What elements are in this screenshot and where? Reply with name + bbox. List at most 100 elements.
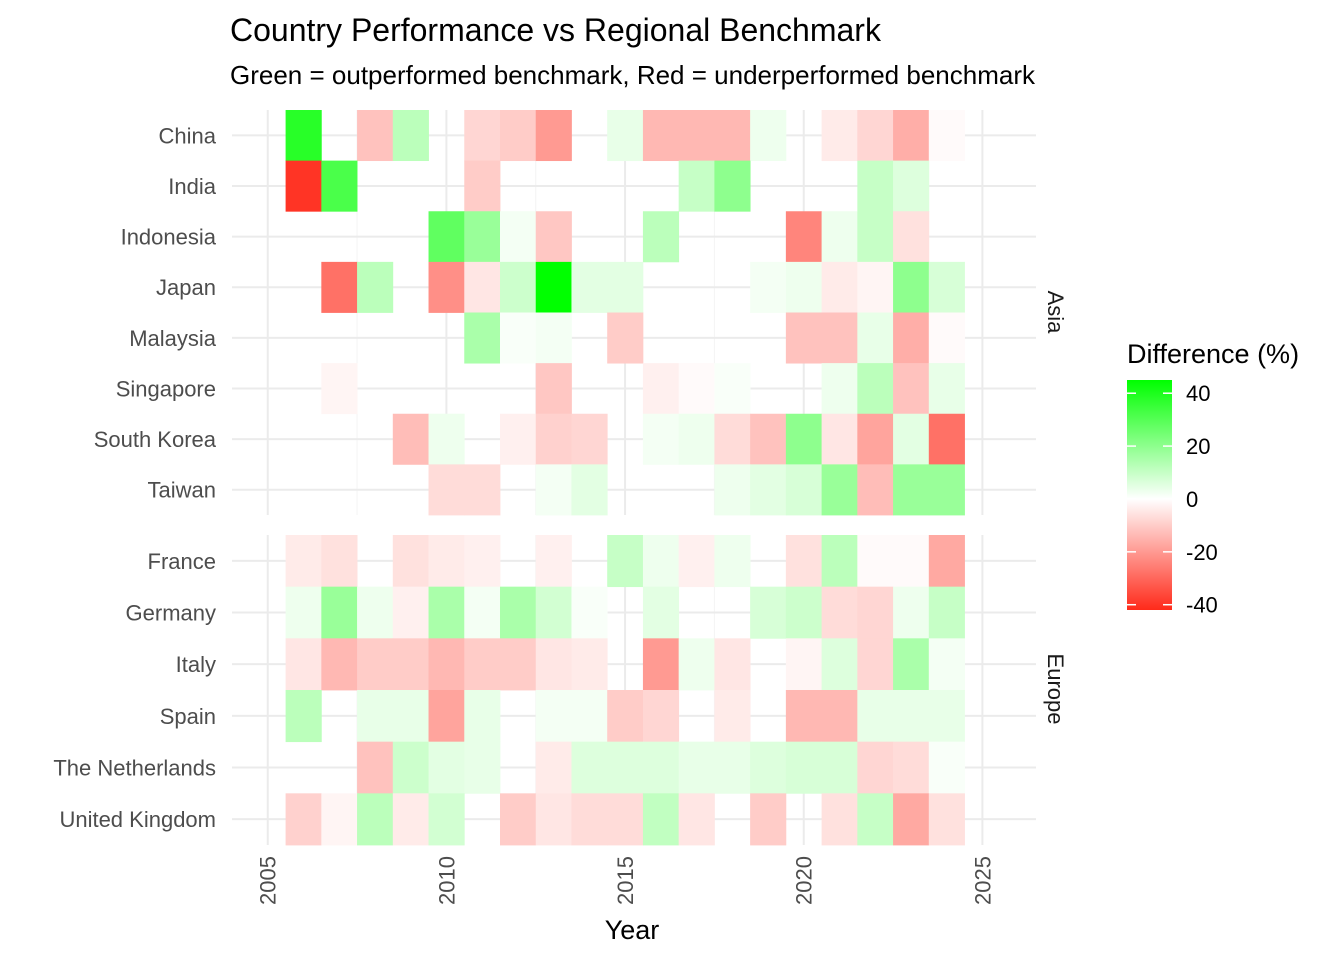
heatmap-cell [857,363,894,415]
heatmap-cell [607,110,644,162]
heatmap-cell [571,586,608,639]
heatmap-cell [750,413,787,465]
heatmap-cell [285,638,322,691]
heatmap-cell [785,741,822,794]
heatmap-cell [857,413,894,465]
heatmap-cell [785,312,822,364]
heatmap-cell [535,741,572,794]
heatmap-cell [357,261,394,313]
heatmap-cell [535,312,572,364]
heatmap-cell [642,793,680,846]
heatmap-cell [893,638,930,691]
heatmap-cell [571,413,608,465]
heatmap-cell [857,638,894,691]
heatmap-cell [285,690,322,743]
heatmap-cell [464,261,501,313]
heatmap-cell [321,363,358,415]
heatmap-cell [464,160,501,212]
heatmap-cell [857,741,894,794]
heatmap-cell [893,312,930,364]
heatmap-cell [285,586,322,639]
heatmap-cell [857,312,894,364]
heatmap-cell [678,110,715,162]
heatmap-cell [392,535,429,588]
heatmap-cell [893,586,930,639]
heatmap-cell [857,160,894,212]
heatmap-cell [785,464,822,516]
color-legend: Difference (%) 40 20 0 -20 -40 [1127,339,1299,618]
heatmap-cell [821,413,858,465]
heatmap-cell [785,413,822,465]
y-tick-label: Germany [126,601,216,626]
heatmap-cell [464,110,501,162]
heatmap-cell [750,261,787,313]
y-tick-label: Japan [156,275,216,300]
heatmap-cell [428,535,465,588]
heatmap-cell [357,586,394,639]
heatmap-cell [821,741,858,794]
heatmap-cell [714,413,751,465]
heatmap-cell [928,690,965,743]
legend-ticks: 40 20 0 -20 -40 [1127,381,1218,618]
heatmap-cell [464,741,501,794]
y-tick-label: Italy [176,652,216,677]
heatmap-cell [642,690,680,743]
x-tick-label: 2015 [613,856,638,905]
heatmap-cell [642,363,680,415]
y-tick-label: Spain [160,704,216,729]
heatmap-cell [928,793,965,846]
heatmap-cell [535,464,572,516]
heatmap-cell [500,110,537,162]
heatmap-cell [821,110,858,162]
heatmap-cell [750,110,787,162]
heatmap-cell [785,261,822,313]
heatmap-cell [821,690,858,743]
heatmap-cell [678,638,715,691]
legend-tick-label: -40 [1186,593,1218,618]
heatmap-cell [321,638,358,691]
heatmap-cell [535,586,572,639]
heatmap-cell [607,690,644,743]
heatmap-cell [642,413,680,465]
heatmap-cell [321,535,358,588]
heatmap-cell [321,160,358,212]
heatmap-cell [750,586,787,639]
heatmap-cells [285,110,965,516]
heatmap-cell [714,638,751,691]
facet-strip-label: Asia [1043,291,1068,335]
heatmap-cell [357,110,394,162]
y-tick-label: United Kingdom [59,807,216,832]
y-tick-label: Taiwan [148,478,216,503]
heatmap-cell [428,261,465,313]
heatmap-cell [642,638,680,691]
heatmap-cell [535,793,572,846]
heatmap-cell [714,464,751,516]
heatmap-cell [285,535,322,588]
heatmap-cell [500,211,537,263]
heatmap-cell [392,586,429,639]
heatmap-cell [678,793,715,846]
heatmap-cell [750,793,787,846]
x-tick-label: 2005 [256,856,281,905]
heatmap-cell [464,586,501,639]
heatmap-cell [893,793,930,846]
heatmap-cell [928,312,965,364]
heatmap-cell [893,160,930,212]
x-tick-label: 2010 [434,856,459,905]
heatmap-cell [928,110,965,162]
chart-subtitle: Green = outperformed benchmark, Red = un… [230,60,1036,90]
x-axis-title: Year [605,915,660,945]
heatmap-cell [464,535,501,588]
heatmap-cell [607,793,644,846]
heatmap-cell [535,261,572,313]
heatmap-cell [714,741,751,794]
legend-tick-label: 0 [1186,487,1198,512]
heatmap-cell [428,690,465,743]
heatmap-cell [857,261,894,313]
heatmap-cell [893,741,930,794]
legend-colorbar [1127,380,1172,610]
heatmap-cell [785,638,822,691]
y-tick-label: Indonesia [121,225,217,250]
heatmap-cell [571,793,608,846]
